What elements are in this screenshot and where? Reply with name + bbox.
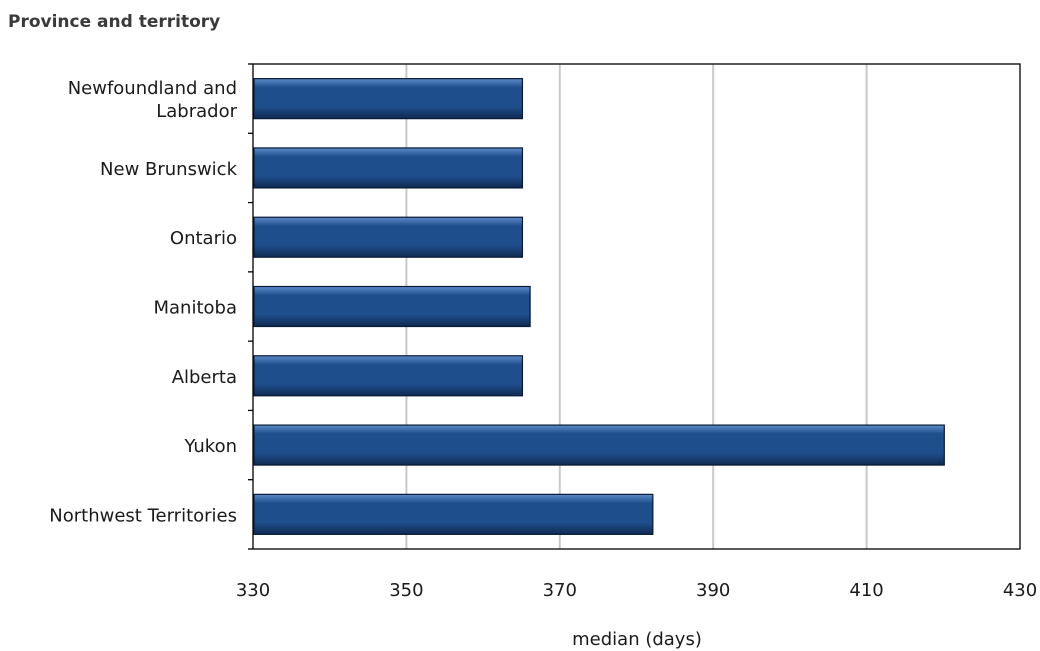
- bar: [253, 424, 945, 466]
- x-axis-title: median (days): [572, 629, 702, 650]
- bar: [253, 78, 524, 120]
- category-label: Manitoba: [154, 298, 238, 319]
- category-label: Ontario: [170, 228, 237, 249]
- x-axis-tick-labels: 330 350 370 390 410 430: [236, 580, 1037, 601]
- x-tick-label: 330: [236, 580, 270, 601]
- category-label: Northwest Territories: [49, 505, 237, 526]
- bar: [253, 493, 654, 535]
- x-tick-label: 430: [1003, 580, 1037, 601]
- bar: [253, 216, 524, 258]
- category-label: Alberta: [172, 367, 237, 388]
- category-label: Labrador: [156, 101, 237, 122]
- y-axis-title: Province and territory: [8, 12, 220, 32]
- x-tick-label: 410: [849, 580, 883, 601]
- bar: [253, 355, 524, 397]
- bar: [253, 285, 531, 328]
- category-label: Yukon: [183, 436, 237, 457]
- bars: [253, 78, 945, 535]
- plot-frame: [252, 63, 1021, 550]
- y-axis-ticks: [248, 63, 253, 550]
- category-label: Newfoundland and: [68, 78, 237, 99]
- x-tick-label: 390: [696, 580, 730, 601]
- x-tick-label: 350: [389, 580, 423, 601]
- category-label: New Brunswick: [100, 159, 238, 180]
- x-tick-label: 370: [543, 580, 577, 601]
- bar: [253, 147, 524, 189]
